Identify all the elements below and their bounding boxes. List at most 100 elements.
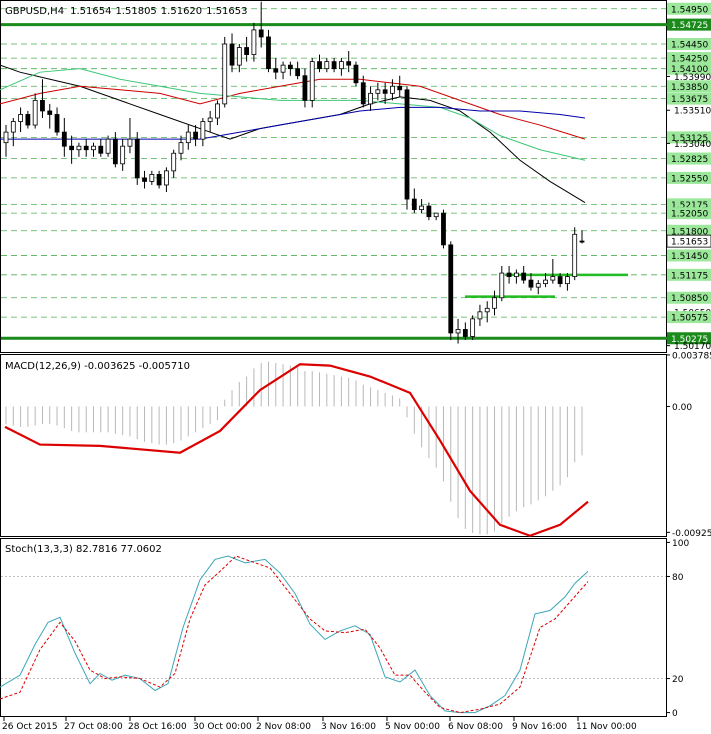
time-tick-label: 26 Oct 2015 <box>2 722 58 732</box>
candle <box>477 304 483 326</box>
candle-body <box>61 131 67 147</box>
price-label-box <box>667 291 711 304</box>
candle <box>25 110 31 129</box>
candle-body <box>105 138 111 154</box>
price-label: 1.51175 <box>671 271 708 281</box>
candle-body <box>25 114 31 126</box>
candle-body <box>411 198 417 211</box>
candle <box>397 75 403 97</box>
price-label: 1.50575 <box>671 314 708 324</box>
candle <box>236 43 242 73</box>
candle <box>18 107 23 133</box>
candle-body <box>317 61 322 70</box>
candle-body <box>528 279 534 288</box>
candle <box>112 132 118 168</box>
candle <box>360 75 366 108</box>
stoch-tick-label: 20 <box>672 675 684 685</box>
candle <box>185 125 191 150</box>
candle <box>506 266 512 284</box>
candle-body <box>164 170 169 186</box>
stochastic-axis: 100 80 20 0 <box>666 539 689 719</box>
price-label: 1.53675 <box>671 95 708 105</box>
candle <box>346 51 352 73</box>
candle-body <box>32 99 38 126</box>
candle-body <box>222 43 228 105</box>
candle-body <box>244 47 250 55</box>
candle <box>156 170 162 189</box>
candle-body <box>171 152 177 172</box>
candle-body <box>513 272 519 277</box>
price-label-box <box>667 152 711 165</box>
candle-body <box>98 145 104 154</box>
candle-body <box>185 131 191 144</box>
price-label-box <box>666 234 711 248</box>
candle-body <box>404 89 410 200</box>
candle <box>134 132 140 185</box>
candle-body <box>193 131 198 140</box>
candle-body <box>324 61 330 70</box>
price-panel-frame <box>0 0 667 353</box>
price-label-box <box>667 37 711 50</box>
candle <box>280 61 286 80</box>
candle-body <box>10 121 16 133</box>
candle-body <box>178 142 184 154</box>
price-label: 1.51450 <box>671 252 708 262</box>
candle-body <box>579 240 585 243</box>
candle-body <box>258 29 264 38</box>
candle-body <box>156 173 162 186</box>
ohlc-high: 1.51805 <box>115 6 156 17</box>
candle-body <box>215 103 220 119</box>
candle-body <box>455 329 461 334</box>
stoch-title: Stoch(13,3,3) 82.7816 77.0602 <box>5 544 162 555</box>
candle <box>120 139 126 171</box>
candle-body <box>40 99 45 112</box>
price-tick-label: 1.53990 <box>674 73 711 83</box>
ohlc-low: 1.51620 <box>161 6 202 17</box>
moving-average-line <box>0 68 586 161</box>
candle <box>433 212 439 221</box>
candle <box>98 139 104 157</box>
candle <box>258 1 264 48</box>
ohlc-open: 1.51654 <box>70 6 111 17</box>
time-tick-label: 28 Oct 16:00 <box>128 722 187 732</box>
candle <box>513 269 519 284</box>
candle-body <box>112 138 118 165</box>
price-label-box <box>667 311 711 324</box>
candle <box>426 202 432 221</box>
candle <box>200 118 206 147</box>
macd-signal-polyline <box>4 363 589 537</box>
price-label-box <box>667 92 711 105</box>
candle-body <box>484 307 490 313</box>
moving-averages <box>0 64 586 204</box>
candle <box>244 36 250 62</box>
macd-title: MACD(12,26,9) -0.003625 -0.005710 <box>5 361 190 372</box>
price-label-box <box>667 332 711 345</box>
candle <box>375 82 381 101</box>
candle <box>404 86 410 210</box>
macd-tick-label: -0.009252 <box>672 529 711 539</box>
candle-body <box>149 173 155 182</box>
candle-body <box>69 145 75 151</box>
candle <box>338 58 344 76</box>
candle-body <box>368 92 373 105</box>
candle <box>382 82 388 104</box>
candle-body <box>572 233 578 277</box>
candle-body <box>419 205 424 211</box>
price-label-box <box>667 52 711 65</box>
stoch-main-line <box>0 555 589 714</box>
stoch-tick-label: 80 <box>672 573 684 583</box>
price-levels <box>1 8 711 340</box>
candle <box>164 167 169 193</box>
candle <box>40 79 45 118</box>
candle-body <box>251 29 257 55</box>
candle-body <box>18 114 23 122</box>
candle-body <box>353 64 359 84</box>
candle <box>171 149 177 178</box>
price-label-box <box>667 171 711 184</box>
candle <box>229 33 235 73</box>
candle-body <box>470 318 476 337</box>
price-label: 1.54950 <box>671 5 708 15</box>
price-tick-label: 1.53510 <box>674 107 711 117</box>
candle-body <box>506 272 512 277</box>
